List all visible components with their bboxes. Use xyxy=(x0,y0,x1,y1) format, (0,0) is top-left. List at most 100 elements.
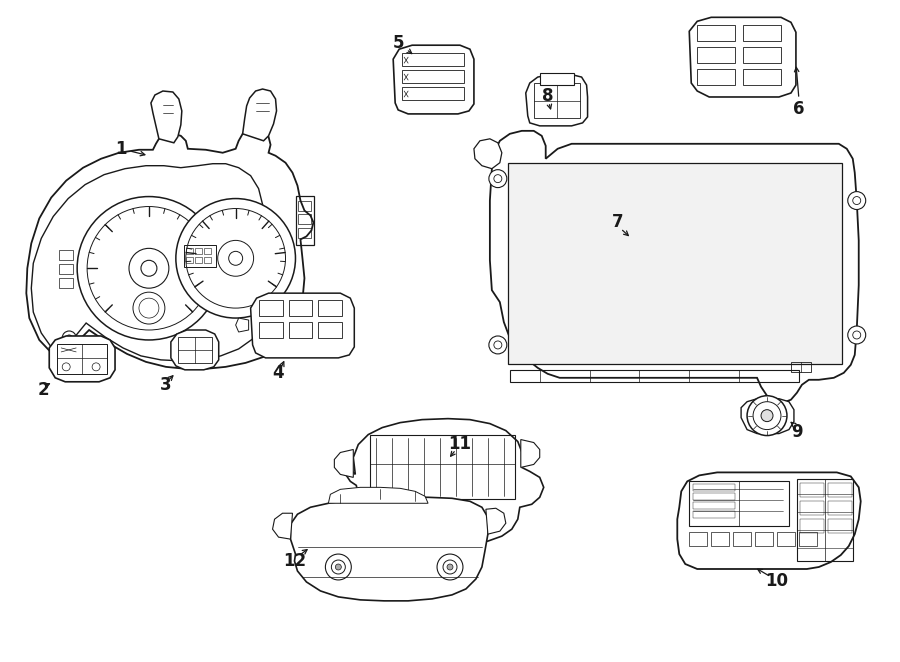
Bar xyxy=(258,322,283,338)
Circle shape xyxy=(437,554,463,580)
Bar xyxy=(185,258,193,263)
Circle shape xyxy=(447,564,453,570)
Polygon shape xyxy=(32,164,276,361)
Bar xyxy=(689,481,789,526)
Text: 12: 12 xyxy=(283,552,306,570)
Polygon shape xyxy=(346,418,544,547)
Bar xyxy=(743,69,781,85)
Circle shape xyxy=(336,564,341,570)
Bar xyxy=(743,47,781,63)
Bar xyxy=(59,278,73,288)
Polygon shape xyxy=(335,449,354,477)
Polygon shape xyxy=(678,473,860,569)
Bar xyxy=(534,83,580,118)
Bar xyxy=(791,362,811,372)
Polygon shape xyxy=(486,508,506,534)
Bar xyxy=(194,258,202,263)
Polygon shape xyxy=(236,318,248,332)
Bar xyxy=(743,25,781,41)
Text: 6: 6 xyxy=(793,100,805,118)
Bar xyxy=(796,479,853,561)
Bar xyxy=(258,300,283,316)
Circle shape xyxy=(176,199,295,318)
Polygon shape xyxy=(250,293,355,358)
Bar xyxy=(194,248,202,254)
Polygon shape xyxy=(741,399,794,434)
Text: 11: 11 xyxy=(448,434,472,453)
Bar xyxy=(777,532,795,546)
Polygon shape xyxy=(490,131,859,402)
Polygon shape xyxy=(291,497,488,601)
Circle shape xyxy=(77,197,220,340)
Circle shape xyxy=(848,326,866,344)
Polygon shape xyxy=(26,128,313,369)
Polygon shape xyxy=(50,336,115,382)
Text: 7: 7 xyxy=(612,213,624,232)
Text: 10: 10 xyxy=(766,572,788,590)
Bar xyxy=(698,25,735,41)
Bar xyxy=(693,511,735,518)
Polygon shape xyxy=(151,91,182,143)
Bar xyxy=(800,519,824,533)
Circle shape xyxy=(489,336,507,354)
Bar xyxy=(698,69,735,85)
Polygon shape xyxy=(273,513,292,539)
Text: 4: 4 xyxy=(273,364,284,382)
Text: 9: 9 xyxy=(791,422,803,441)
Bar xyxy=(828,501,851,515)
Polygon shape xyxy=(521,440,540,467)
Bar xyxy=(296,195,314,246)
Bar xyxy=(289,300,312,316)
Bar xyxy=(509,370,799,382)
Bar xyxy=(299,214,311,224)
Bar xyxy=(711,532,729,546)
Bar xyxy=(299,201,311,211)
Bar xyxy=(289,322,312,338)
Bar xyxy=(203,248,211,254)
Bar xyxy=(184,246,216,267)
Circle shape xyxy=(266,332,272,338)
Bar xyxy=(693,493,735,500)
Circle shape xyxy=(67,335,72,341)
Bar xyxy=(755,532,773,546)
Bar xyxy=(734,532,752,546)
Bar xyxy=(698,47,735,63)
Bar xyxy=(319,300,342,316)
Polygon shape xyxy=(243,89,276,141)
Circle shape xyxy=(761,410,773,422)
Text: 1: 1 xyxy=(115,140,127,158)
Bar xyxy=(693,485,735,491)
Bar xyxy=(402,53,464,66)
Bar xyxy=(185,248,193,254)
Polygon shape xyxy=(474,139,502,169)
Bar xyxy=(59,250,73,260)
Circle shape xyxy=(848,191,866,209)
Bar xyxy=(689,532,707,546)
Polygon shape xyxy=(526,75,588,126)
Circle shape xyxy=(326,554,351,580)
Bar xyxy=(299,228,311,238)
Bar xyxy=(58,344,107,374)
Text: 5: 5 xyxy=(392,34,404,52)
Bar xyxy=(402,70,464,83)
Circle shape xyxy=(489,169,507,187)
Bar xyxy=(693,502,735,509)
Bar xyxy=(508,163,842,364)
Bar xyxy=(402,87,464,100)
Bar xyxy=(799,532,817,546)
Polygon shape xyxy=(171,330,219,370)
Bar xyxy=(800,483,824,497)
Bar xyxy=(540,73,573,85)
Bar xyxy=(370,434,515,499)
Circle shape xyxy=(747,396,787,436)
Bar xyxy=(800,501,824,515)
Polygon shape xyxy=(393,45,474,114)
Bar xyxy=(203,258,211,263)
Bar xyxy=(319,322,342,338)
Polygon shape xyxy=(328,487,428,503)
Text: 3: 3 xyxy=(160,376,172,394)
Bar xyxy=(59,264,73,274)
Bar xyxy=(828,483,851,497)
Polygon shape xyxy=(689,17,796,97)
Text: 8: 8 xyxy=(542,87,554,105)
